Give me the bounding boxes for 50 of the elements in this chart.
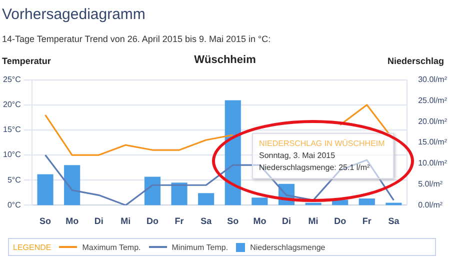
x-tick-label: Sa: [200, 216, 213, 226]
y-tick-label: 15°C: [3, 125, 22, 134]
y-axis-title: Temperatur: [2, 56, 51, 66]
x-tick-label: So: [227, 216, 240, 226]
x-tick-label: Fr: [174, 216, 184, 226]
y-tick-label: 25°C: [3, 75, 22, 84]
y2-tick-label: 25.0l/m²: [418, 96, 448, 105]
y-tick-label: 0°C: [7, 200, 22, 210]
y-tick-label: 20°C: [3, 100, 22, 110]
y-tick-label: 5°C: [7, 175, 22, 184]
bar: [224, 100, 241, 206]
x-tick-label: Mo: [253, 216, 267, 226]
x-tick-label: Do: [146, 216, 159, 226]
annotation: NIEDERSCHLAG IN WÜSCHHEIM: [259, 138, 386, 150]
x-tick-label: Sa: [388, 216, 400, 226]
y2-tick-label: 0.0l/m²: [418, 200, 443, 210]
legend-label: Niederschlagsmenge: [250, 242, 326, 252]
y2-tick-label: 30.0l/m²: [418, 75, 448, 84]
chart-subtitle: 14-Tage Temperatur Trend von 26. April 2015 bis 9. Mai 2015 in °C:: [2, 34, 271, 44]
x-tick-label: Do: [334, 216, 347, 226]
legend-label: Maximum Temp.: [82, 242, 141, 252]
bar: [386, 202, 402, 206]
x-tick-label: Mo: [66, 216, 80, 226]
legend-label: Minimum Temp.: [172, 242, 228, 252]
annotation: Niederschlagsmenge: 25.1 l/m²: [259, 162, 371, 174]
bar: [358, 198, 375, 206]
legend-title: LEGENDE: [13, 242, 52, 252]
tooltip-panel: NIEDERSCHLAG IN WÜSCHHEIM Sonntag, 3. Mai 2015 Niederschlagsmenge: 25.1 l/m²: [252, 133, 394, 179]
y2-axis-title: Niederschlag: [387, 56, 444, 66]
text: Wüschheim: [194, 54, 256, 66]
y2-tick-label: 5.0l/m²: [418, 180, 443, 189]
y2-tick-label: 15.0l/m²: [418, 138, 448, 147]
y-tick-label: 10°C: [3, 150, 22, 160]
x-tick-label: Mi: [308, 216, 318, 226]
annotation: Sonntag, 3. Mai 2015: [259, 150, 336, 162]
bar: [198, 193, 214, 206]
bar: [37, 174, 54, 206]
x-tick-label: Mi: [120, 216, 131, 226]
x-tick-label: Fr: [362, 216, 372, 226]
bar: [144, 176, 161, 206]
bar: [305, 202, 322, 206]
x-tick-label: Di: [94, 216, 104, 226]
bar: [252, 198, 268, 206]
chart-title: Vorhersagediagramm: [2, 6, 146, 23]
y2-tick-label: 20.0l/m²: [418, 116, 448, 126]
x-tick-label: So: [40, 216, 52, 226]
bar: [64, 165, 80, 206]
bar: [171, 182, 188, 206]
y2-tick-label: 10.0l/m²: [418, 158, 448, 168]
x-tick-label: Di: [282, 216, 291, 226]
